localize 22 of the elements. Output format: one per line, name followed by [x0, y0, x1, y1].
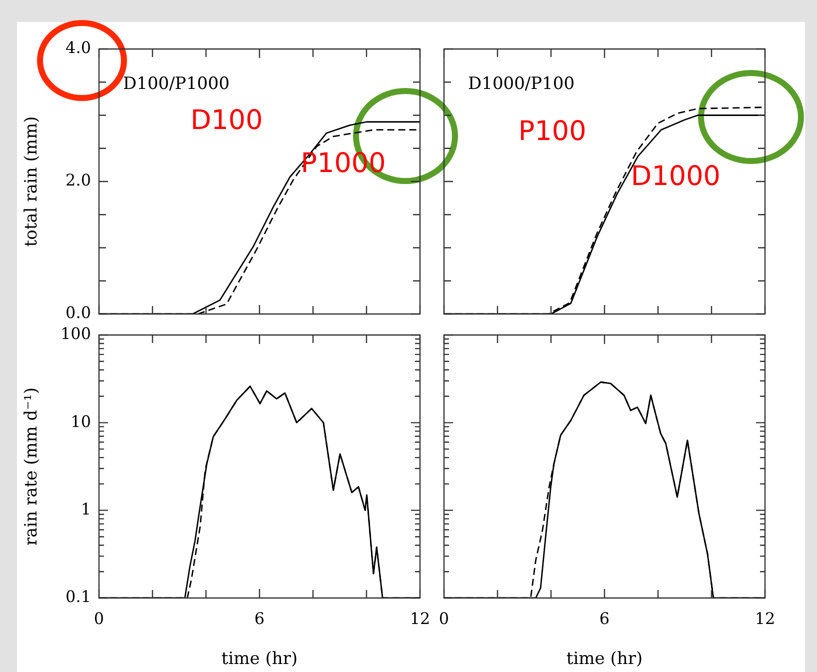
x-tick-label: 6 [599, 608, 610, 628]
y-tick-label: 100 [60, 324, 91, 344]
y-tick-label: 0.0 [66, 303, 91, 322]
annotation: D1000 [630, 161, 720, 192]
x-tick-label: 12 [410, 608, 430, 628]
x-axis-title: time (hr) [566, 649, 643, 670]
y-axis-title: total rain (mm) [22, 116, 42, 247]
x-tick-label: 0 [438, 608, 450, 628]
y-tick-label: 4.0 [66, 38, 91, 58]
text: D1000/P100 [468, 74, 575, 94]
y-tick-label: 0.1 [66, 587, 91, 606]
x-tick-label: 12 [754, 608, 776, 628]
annotation: P100 [518, 116, 586, 148]
x-tick-label: 6 [254, 608, 265, 628]
annotation: D100 [190, 104, 263, 136]
y-axis-title: rain rate (mm d⁻¹) [22, 387, 42, 546]
x-axis-title: time (hr) [221, 649, 298, 670]
x-tick-label: 0 [94, 608, 104, 628]
text: D100/P1000 [123, 74, 230, 94]
y-tick-label: 2.0 [66, 170, 91, 190]
y-tick-label: 1 [80, 499, 91, 518]
y-tick-label: 10 [70, 412, 91, 431]
